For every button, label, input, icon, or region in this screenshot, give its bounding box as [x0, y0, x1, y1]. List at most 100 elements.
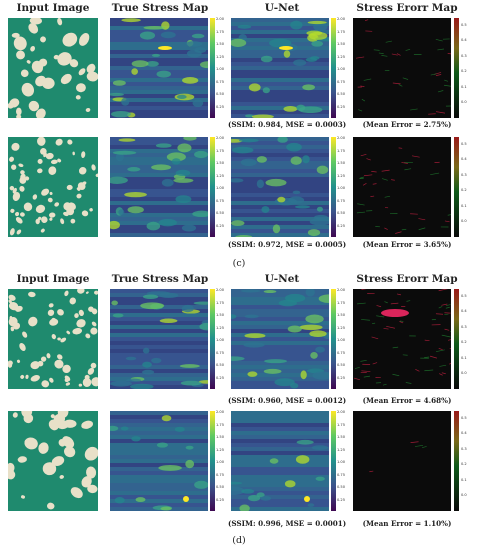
stress-band [231, 141, 329, 145]
stress-region [305, 314, 324, 324]
inclusion-particle [81, 210, 89, 217]
inclusion-particle [53, 413, 66, 425]
inclusion-particle [40, 36, 46, 43]
inclusion-particle [41, 216, 48, 224]
stress-band [110, 373, 208, 377]
colorbar-tick-label: 1.00 [337, 67, 346, 71]
inclusion-particle [78, 383, 83, 387]
input-image-panel [8, 411, 98, 511]
stress-band [231, 98, 329, 102]
error-streak [418, 218, 426, 221]
stress-band [110, 106, 208, 110]
error-streak [424, 369, 434, 372]
error-streak [381, 169, 390, 172]
stress-region [110, 380, 132, 387]
inclusion-particle [18, 163, 24, 168]
stress-region [308, 31, 328, 40]
stress-region [142, 369, 155, 375]
error-streak [372, 362, 378, 365]
stress-region [240, 158, 257, 167]
inclusion-particle [20, 170, 25, 175]
stress-band [231, 411, 329, 415]
stress-colorbar [210, 411, 215, 511]
stress-region [265, 178, 287, 187]
stress-band [110, 349, 208, 353]
stress-region [174, 426, 185, 432]
error-streak [372, 183, 377, 185]
colorbar-tick-label: 1.50 [337, 313, 346, 317]
inclusion-particle [25, 374, 29, 379]
stress-region [140, 302, 165, 310]
inclusion-particle [41, 77, 55, 89]
stress-band [110, 431, 208, 435]
inclusion-particle [9, 228, 15, 236]
stress-band [231, 499, 329, 503]
error-streak [382, 383, 387, 386]
colorbar-tick-label: 0.75 [216, 350, 225, 355]
stress-region [151, 53, 160, 57]
stress-band [231, 82, 329, 86]
stress-region [127, 167, 141, 172]
error-streak [449, 362, 451, 365]
colorbar-tick-label: 0.25 [337, 104, 346, 109]
error-streak [354, 366, 360, 369]
inclusion-particle [47, 309, 55, 317]
stress-region [248, 83, 261, 92]
stress-region [192, 210, 208, 218]
stress-region [248, 495, 261, 502]
error-streak [381, 178, 388, 181]
error-streak [395, 231, 402, 234]
colorbar-tick-label: 1.00 [337, 460, 346, 464]
error-streak [441, 303, 448, 306]
error-map-panel [353, 137, 451, 237]
colorbar-tick-label: 1.75 [216, 29, 225, 34]
inclusion-particle [87, 367, 95, 375]
stress-region [263, 289, 277, 294]
inclusion-particle [8, 363, 13, 368]
error-streak [445, 304, 451, 307]
stress-band [231, 157, 329, 161]
error-streak [429, 355, 438, 359]
colorbar-tick-label: 0.25 [216, 497, 225, 502]
error-streak [447, 339, 451, 341]
stress-region [194, 480, 208, 489]
caption-ssim-mse-row2: (SSIM: 0.972, MSE = 0.0005) [228, 240, 347, 249]
stress-region [251, 114, 274, 118]
error-streak [358, 109, 363, 112]
inclusion-particle [13, 36, 27, 51]
inclusion-particle [62, 32, 78, 47]
colorbar-tick-label: 1.25 [216, 173, 225, 178]
stress-band [231, 329, 329, 333]
stress-band [110, 213, 208, 217]
stress-region [302, 155, 310, 164]
colorbar-tick-label: 0.50 [337, 363, 346, 367]
stress-region [112, 80, 126, 86]
colorbar-tick-label: 2.00 [337, 17, 346, 21]
stress-band [110, 181, 208, 185]
stress-band [110, 177, 208, 181]
stress-region [318, 294, 329, 304]
colorbar-tick-label: 1.50 [337, 161, 346, 165]
inclusion-particle [8, 294, 16, 301]
header-stress-error-map-d: Stress Erorr Map [356, 273, 458, 285]
inclusion-particle [16, 50, 25, 60]
stress-band [231, 233, 329, 237]
colorbar-tick-label: 1.25 [337, 54, 346, 59]
colorbar-tick-label: 1.25 [216, 325, 225, 330]
inclusion-particle [90, 327, 98, 335]
error-streak [378, 52, 384, 54]
error-streak [450, 331, 451, 332]
error-colorbar-tick-label: 0.3 [461, 446, 467, 451]
stress-band [231, 229, 329, 233]
inclusion-particle [12, 191, 21, 202]
colorbar-tick-label: 1.75 [337, 29, 346, 34]
stress-band [110, 90, 208, 94]
error-streak [370, 195, 375, 197]
stress-region [307, 229, 321, 237]
stress-band [110, 385, 208, 389]
inclusion-particle [45, 152, 54, 160]
stress-band [110, 18, 208, 22]
stress-region [110, 220, 120, 230]
inclusion-particle [37, 137, 46, 146]
stress-region [111, 110, 131, 118]
